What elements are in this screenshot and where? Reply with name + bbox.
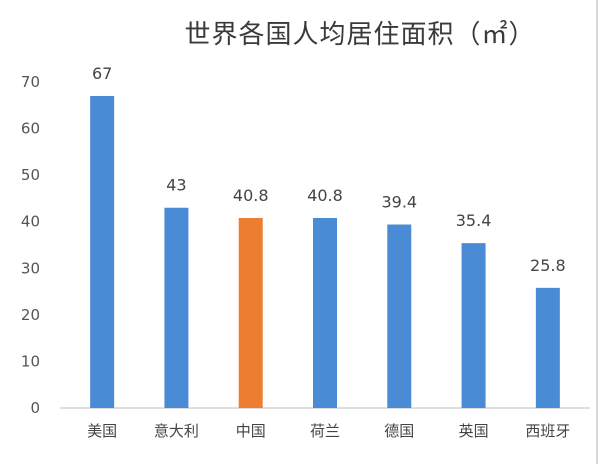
y-tick-label: 30 — [21, 259, 40, 277]
bar — [313, 217, 337, 408]
y-tick-label: 0 — [30, 399, 40, 417]
category-label: 意大利 — [154, 422, 199, 440]
data-label: 40.8 — [233, 186, 269, 205]
category-label: 荷兰 — [310, 422, 340, 440]
y-tick-label: 60 — [21, 120, 40, 138]
category-label: 中国 — [236, 422, 266, 440]
bar — [164, 207, 189, 408]
category-label: 德国 — [384, 422, 414, 440]
bar — [387, 224, 412, 408]
y-tick-label: 70 — [21, 73, 40, 91]
category-label: 英国 — [459, 422, 489, 440]
data-label: 67 — [92, 64, 112, 83]
data-label: 40.8 — [307, 186, 343, 205]
data-label: 35.4 — [456, 211, 492, 230]
bar — [90, 95, 115, 408]
category-label: 西班牙 — [525, 422, 570, 440]
bar — [238, 217, 263, 408]
data-label: 43 — [166, 176, 186, 195]
y-tick-label: 50 — [21, 166, 40, 184]
bar — [535, 287, 560, 408]
category-label: 美国 — [87, 422, 117, 440]
y-tick-label: 10 — [21, 352, 40, 370]
chart-title: 世界各国人均居住面积（㎡） — [184, 20, 536, 50]
y-tick-label: 20 — [21, 306, 40, 324]
data-label: 39.4 — [381, 193, 417, 212]
data-label: 25.8 — [530, 256, 566, 275]
bar — [461, 243, 486, 408]
y-tick-label: 40 — [21, 213, 40, 231]
